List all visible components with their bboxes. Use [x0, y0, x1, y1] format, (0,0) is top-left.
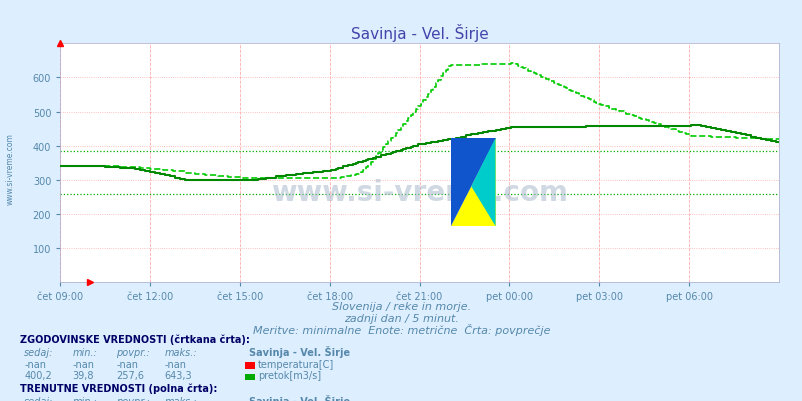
- Text: Meritve: minimalne  Enote: metrične  Črta: povprečje: Meritve: minimalne Enote: metrične Črta:…: [253, 323, 549, 335]
- Text: maks.:: maks.:: [164, 396, 197, 401]
- Text: TRENUTNE VREDNOSTI (polna črta):: TRENUTNE VREDNOSTI (polna črta):: [20, 382, 217, 393]
- Title: Savinja - Vel. Širje: Savinja - Vel. Širje: [350, 24, 488, 42]
- Text: min.:: min.:: [72, 396, 97, 401]
- Polygon shape: [451, 138, 495, 227]
- Text: -nan: -nan: [116, 359, 138, 369]
- Text: ZGODOVINSKE VREDNOSTI (črtkana črta):: ZGODOVINSKE VREDNOSTI (črtkana črta):: [20, 334, 249, 344]
- Text: temperatura[C]: temperatura[C]: [257, 359, 334, 369]
- Text: zadnji dan / 5 minut.: zadnji dan / 5 minut.: [343, 313, 459, 323]
- Polygon shape: [451, 138, 495, 227]
- Text: Slovenija / reke in morje.: Slovenija / reke in morje.: [331, 301, 471, 311]
- Text: Savinja - Vel. Širje: Savinja - Vel. Širje: [249, 345, 350, 357]
- Text: sedaj:: sedaj:: [24, 396, 54, 401]
- Text: 400,2: 400,2: [24, 371, 52, 381]
- Text: 257,6: 257,6: [116, 371, 144, 381]
- Text: www.si-vreme.com: www.si-vreme.com: [271, 178, 567, 206]
- Text: min.:: min.:: [72, 347, 97, 357]
- Polygon shape: [471, 138, 495, 227]
- Text: 39,8: 39,8: [72, 371, 94, 381]
- Text: 643,3: 643,3: [164, 371, 192, 381]
- Text: -nan: -nan: [164, 359, 186, 369]
- Text: www.si-vreme.com: www.si-vreme.com: [6, 133, 15, 204]
- Text: maks.:: maks.:: [164, 347, 197, 357]
- Text: povpr.:: povpr.:: [116, 396, 150, 401]
- Text: sedaj:: sedaj:: [24, 347, 54, 357]
- Text: -nan: -nan: [24, 359, 46, 369]
- Text: Savinja - Vel. Širje: Savinja - Vel. Širje: [249, 394, 350, 401]
- Text: -nan: -nan: [72, 359, 94, 369]
- Text: povpr.:: povpr.:: [116, 347, 150, 357]
- Text: pretok[m3/s]: pretok[m3/s]: [257, 371, 321, 381]
